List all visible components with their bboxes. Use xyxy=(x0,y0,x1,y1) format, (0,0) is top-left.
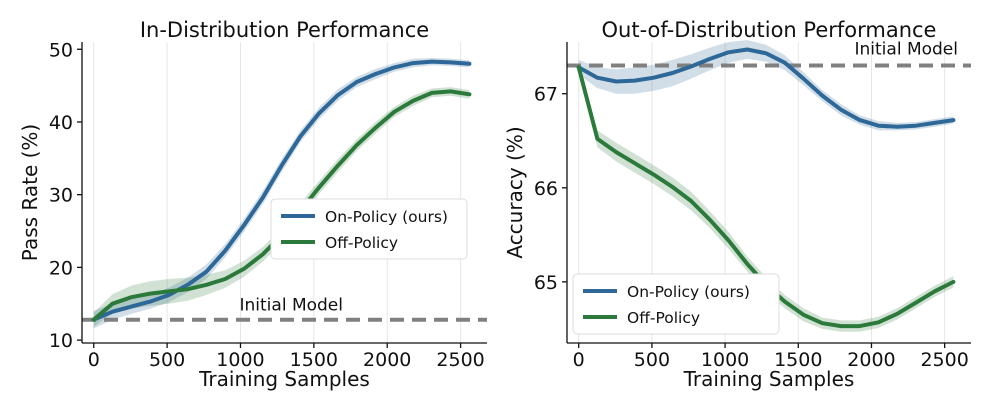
in-dist-legend-box xyxy=(270,198,468,260)
ood-legend-box xyxy=(572,273,780,335)
ood-x-tick-label-1: 500 xyxy=(634,349,670,371)
in-dist-baseline-label: Initial Model xyxy=(240,296,344,316)
ood-legend: On-Policy (ours) Off-Policy xyxy=(572,273,780,335)
ood-x-tick-label-5: 2500 xyxy=(920,349,968,371)
in-dist-series-0-band xyxy=(93,58,470,329)
in-dist-y-tick-label-1: 20 xyxy=(49,257,73,279)
in-dist-series-1-band xyxy=(93,87,470,327)
in-dist-legend: On-Policy (ours) Off-Policy xyxy=(270,198,468,260)
in-dist-y-tick-label-4: 50 xyxy=(49,39,73,61)
out-of-distribution-chart: Initial Model 0 500 1000 1500 2000 2500 65 66 67 O… xyxy=(503,18,971,391)
ood-legend-label-0: On-Policy (ours) xyxy=(627,283,750,301)
ood-y-tick-label-2: 67 xyxy=(534,84,558,106)
ood-series-0-line xyxy=(576,47,956,129)
ood-legend-label-1: Off-Policy xyxy=(627,309,700,327)
in-dist-x-tick-label-0: 0 xyxy=(88,349,100,371)
ood-title: Out-of-Distribution Performance xyxy=(602,18,937,42)
in-distribution-chart: Initial Model 0 500 1000 1500 2000 2500 10 20 30 4… xyxy=(18,18,487,391)
in-dist-title: In-Distribution Performance xyxy=(140,18,429,42)
in-dist-x-tick-label-5: 2500 xyxy=(436,349,484,371)
in-dist-y-tick-label-2: 30 xyxy=(49,185,73,207)
ood-y-tick-label-1: 66 xyxy=(534,178,558,200)
ood-x-tick-label-3: 1500 xyxy=(774,349,822,371)
ood-series-0-band xyxy=(578,40,954,131)
ood-x-tick-label-0: 0 xyxy=(573,349,585,371)
ood-x-label: Training Samples xyxy=(683,367,855,391)
in-dist-x-tick-label-2: 1000 xyxy=(216,349,264,371)
in-dist-x-tick-label-1: 500 xyxy=(149,349,185,371)
in-dist-y-tick-label-3: 40 xyxy=(49,112,73,134)
in-dist-series-0-line xyxy=(91,59,472,322)
ood-x-tick-label-4: 2000 xyxy=(847,349,895,371)
ood-baseline-label: Initial Model xyxy=(855,40,959,60)
in-dist-x-tick-label-4: 2000 xyxy=(363,349,411,371)
in-dist-legend-label-0: On-Policy (ours) xyxy=(325,208,448,226)
ood-y-label: Accuracy (%) xyxy=(503,126,527,258)
in-dist-x-tick-label-3: 1500 xyxy=(290,349,338,371)
in-dist-legend-label-1: Off-Policy xyxy=(325,234,398,252)
in-dist-y-label: Pass Rate (%) xyxy=(18,124,42,261)
in-dist-x-label: Training Samples xyxy=(198,367,370,391)
in-dist-y-tick-label-0: 10 xyxy=(49,330,73,352)
ood-y-tick-label-0: 65 xyxy=(534,272,558,294)
ood-x-tick-label-2: 1000 xyxy=(701,349,749,371)
